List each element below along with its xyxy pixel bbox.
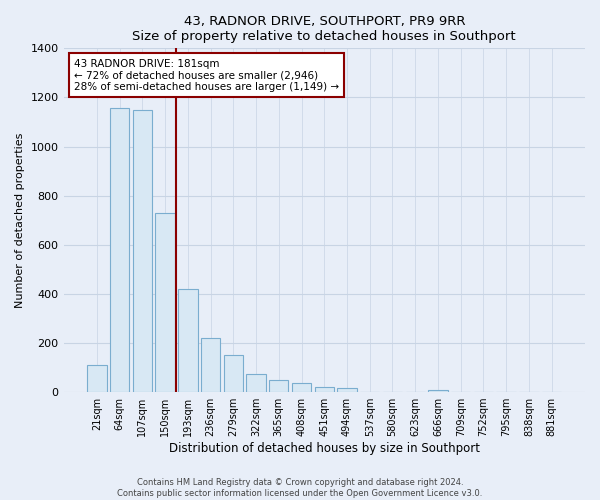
Title: 43, RADNOR DRIVE, SOUTHPORT, PR9 9RR
Size of property relative to detached house: 43, RADNOR DRIVE, SOUTHPORT, PR9 9RR Siz… <box>133 15 516 43</box>
Bar <box>155 213 175 392</box>
Bar <box>110 108 130 392</box>
Bar <box>133 110 152 392</box>
X-axis label: Distribution of detached houses by size in Southport: Distribution of detached houses by size … <box>169 442 480 455</box>
Bar <box>224 356 243 392</box>
Text: 43 RADNOR DRIVE: 181sqm
← 72% of detached houses are smaller (2,946)
28% of semi: 43 RADNOR DRIVE: 181sqm ← 72% of detache… <box>74 58 339 92</box>
Bar <box>269 380 289 392</box>
Bar <box>428 390 448 392</box>
Bar <box>314 387 334 392</box>
Bar <box>292 384 311 392</box>
Bar <box>337 388 356 392</box>
Text: Contains HM Land Registry data © Crown copyright and database right 2024.
Contai: Contains HM Land Registry data © Crown c… <box>118 478 482 498</box>
Bar <box>247 374 266 392</box>
Bar <box>178 289 197 392</box>
Y-axis label: Number of detached properties: Number of detached properties <box>15 132 25 308</box>
Bar <box>87 365 107 392</box>
Bar <box>201 338 220 392</box>
